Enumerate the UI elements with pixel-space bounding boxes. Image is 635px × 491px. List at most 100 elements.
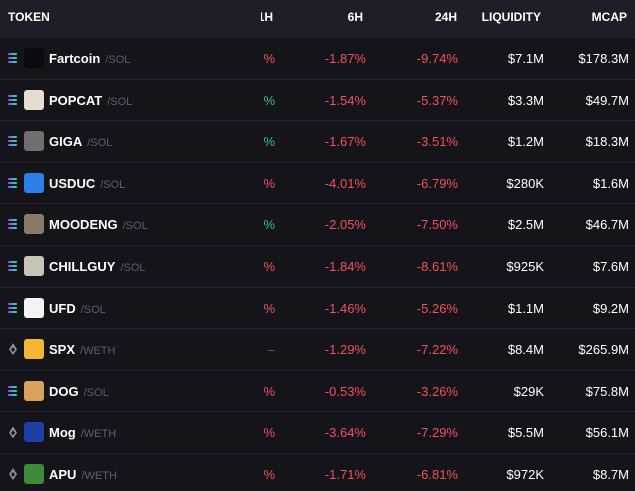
solana-chain-icon — [8, 94, 18, 105]
solana-chain-icon — [8, 177, 18, 188]
table-row[interactable]: Mog/WETH% -3.64% -7.29% $5.5M $56.1M — [0, 412, 635, 454]
liquidity-value: $29K — [513, 383, 544, 399]
change-1h: % — [263, 466, 275, 482]
column-header-token[interactable]: TOKEN — [8, 10, 50, 24]
token-symbol: Fartcoin — [49, 51, 101, 66]
change-24h: -3.51% — [416, 134, 458, 150]
change-24h: -8.61% — [416, 258, 458, 274]
change-1h: % — [263, 425, 275, 441]
token-name[interactable]: POPCAT/SOL — [49, 93, 132, 108]
change-24h: -5.37% — [416, 92, 458, 108]
token-name[interactable]: Fartcoin/SOL — [49, 51, 130, 66]
token-pair: /SOL — [120, 261, 146, 274]
change-24h: -7.50% — [416, 217, 458, 233]
liquidity-value: $1.1M — [507, 300, 544, 316]
liquidity-value: $972K — [506, 466, 544, 482]
liquidity-value: $7.1M — [507, 51, 544, 66]
table-row[interactable]: UFD/SOL% -1.46% -5.26% $1.1M $9.2M — [0, 288, 635, 330]
change-6h: -1.67% — [324, 134, 366, 150]
column-header-24h[interactable]: 24H — [434, 10, 457, 24]
mcap-value: $7.6M — [592, 258, 629, 274]
token-symbol: USDUC — [49, 175, 96, 191]
change-6h: -1.84% — [324, 258, 366, 274]
token-pair: /SOL — [83, 386, 109, 399]
token-symbol: POPCAT — [49, 92, 103, 108]
token-name[interactable]: MOODENG/SOL — [49, 217, 148, 232]
token-name[interactable]: USDUC/SOL — [49, 176, 125, 191]
solana-chain-icon — [8, 302, 18, 313]
column-header-6h[interactable]: 6H — [347, 10, 363, 24]
apu-logo-icon — [24, 463, 44, 484]
table-row[interactable]: Fartcoin/SOL% -1.87% -9.74% $7.1M $178.3M — [0, 38, 635, 80]
token-pair: /SOL — [105, 54, 131, 66]
mcap-value: $18.3M — [585, 134, 629, 150]
mcap-value: $265.9M — [578, 342, 629, 358]
table-body: Fartcoin/SOL% -1.87% -9.74% $7.1M $178.3M POP… — [0, 38, 635, 491]
liquidity-value: $5.5M — [507, 425, 544, 441]
spx-logo-icon — [24, 339, 44, 360]
change-24h: -7.29% — [416, 425, 458, 441]
token-pair: /WETH — [80, 345, 116, 358]
token-name[interactable]: GIGA/SOL — [49, 134, 112, 149]
change-1h: % — [263, 134, 275, 150]
column-header-liquidity[interactable]: LIQUIDITY — [481, 10, 541, 24]
token-name[interactable]: UFD/SOL — [49, 301, 106, 316]
token-pair: /SOL — [122, 220, 148, 233]
token-name[interactable]: DOG/SOL — [49, 384, 109, 399]
liquidity-value: $8.4M — [507, 342, 544, 358]
solana-chain-icon — [8, 136, 18, 147]
token-pair: /SOL — [100, 178, 126, 191]
token-symbol: CHILLGUY — [49, 258, 116, 274]
table-row[interactable]: GIGA/SOL% -1.67% -3.51% $1.2M $18.3M — [0, 121, 635, 163]
liquidity-value: $925K — [506, 258, 544, 274]
column-header-1h[interactable]: 1H — [261, 10, 273, 24]
token-symbol: Mog — [49, 425, 76, 441]
token-pair: /SOL — [87, 137, 113, 150]
token-symbol: UFD — [49, 300, 76, 316]
solana-chain-icon — [8, 219, 18, 230]
token-name[interactable]: APU/WETH — [49, 467, 117, 482]
change-24h: -5.26% — [416, 300, 458, 316]
mcap-value: $46.7M — [585, 217, 629, 233]
giga-logo-icon — [24, 131, 44, 152]
change-24h: -7.22% — [416, 342, 458, 358]
change-1h: % — [263, 300, 275, 316]
change-1h: % — [263, 175, 275, 191]
token-symbol: SPX — [49, 342, 76, 358]
change-24h: -9.74% — [416, 51, 458, 66]
token-pair: /SOL — [80, 303, 106, 316]
token-pair: /WETH — [80, 428, 117, 441]
token-name[interactable]: SPX/WETH — [49, 342, 115, 357]
liquidity-value: $280K — [506, 175, 544, 191]
table-row[interactable]: DOG/SOL% -0.53% -3.26% $29K $75.8M — [0, 371, 635, 413]
mcap-value: $9.2M — [592, 300, 629, 316]
fartcoin-logo-icon — [24, 48, 44, 68]
mog-logo-icon — [24, 422, 44, 443]
chillguy-logo-icon — [24, 255, 44, 276]
column-header-mcap[interactable]: MCAP — [591, 10, 627, 24]
token-symbol: APU — [49, 466, 77, 482]
table-row[interactable]: USDUC/SOL% -4.01% -6.79% $280K $1.6M — [0, 163, 635, 205]
table-row[interactable]: MOODENG/SOL% -2.05% -7.50% $2.5M $46.7M — [0, 204, 635, 246]
liquidity-value: $3.3M — [507, 92, 544, 108]
solana-chain-icon — [8, 260, 18, 271]
table-row[interactable]: APU/WETH% -1.71% -6.81% $972K $8.7M — [0, 454, 635, 491]
table-row[interactable]: POPCAT/SOL% -1.54% -5.37% $3.3M $49.7M — [0, 80, 635, 122]
popcat-logo-icon — [24, 89, 44, 110]
table-header: TOKEN 1H 6H 24H LIQUIDITY MCAP — [0, 0, 635, 38]
token-symbol: DOG — [49, 383, 79, 399]
change-1h: % — [263, 217, 275, 233]
table-row[interactable]: SPX/WETH – -1.29% -7.22% $8.4M $265.9M — [0, 329, 635, 371]
token-name[interactable]: Mog/WETH — [49, 425, 116, 440]
dog-logo-icon — [24, 380, 44, 401]
change-6h: -4.01% — [324, 175, 366, 191]
change-1h: % — [263, 92, 275, 108]
change-1h: % — [263, 383, 275, 399]
token-pair: /WETH — [81, 469, 117, 482]
table-row[interactable]: CHILLGUY/SOL% -1.84% -8.61% $925K $7.6M — [0, 246, 635, 288]
mcap-value: $49.7M — [585, 92, 629, 108]
token-name[interactable]: CHILLGUY/SOL — [49, 259, 146, 274]
moodeng-logo-icon — [24, 214, 44, 235]
token-pair: /SOL — [107, 95, 133, 108]
